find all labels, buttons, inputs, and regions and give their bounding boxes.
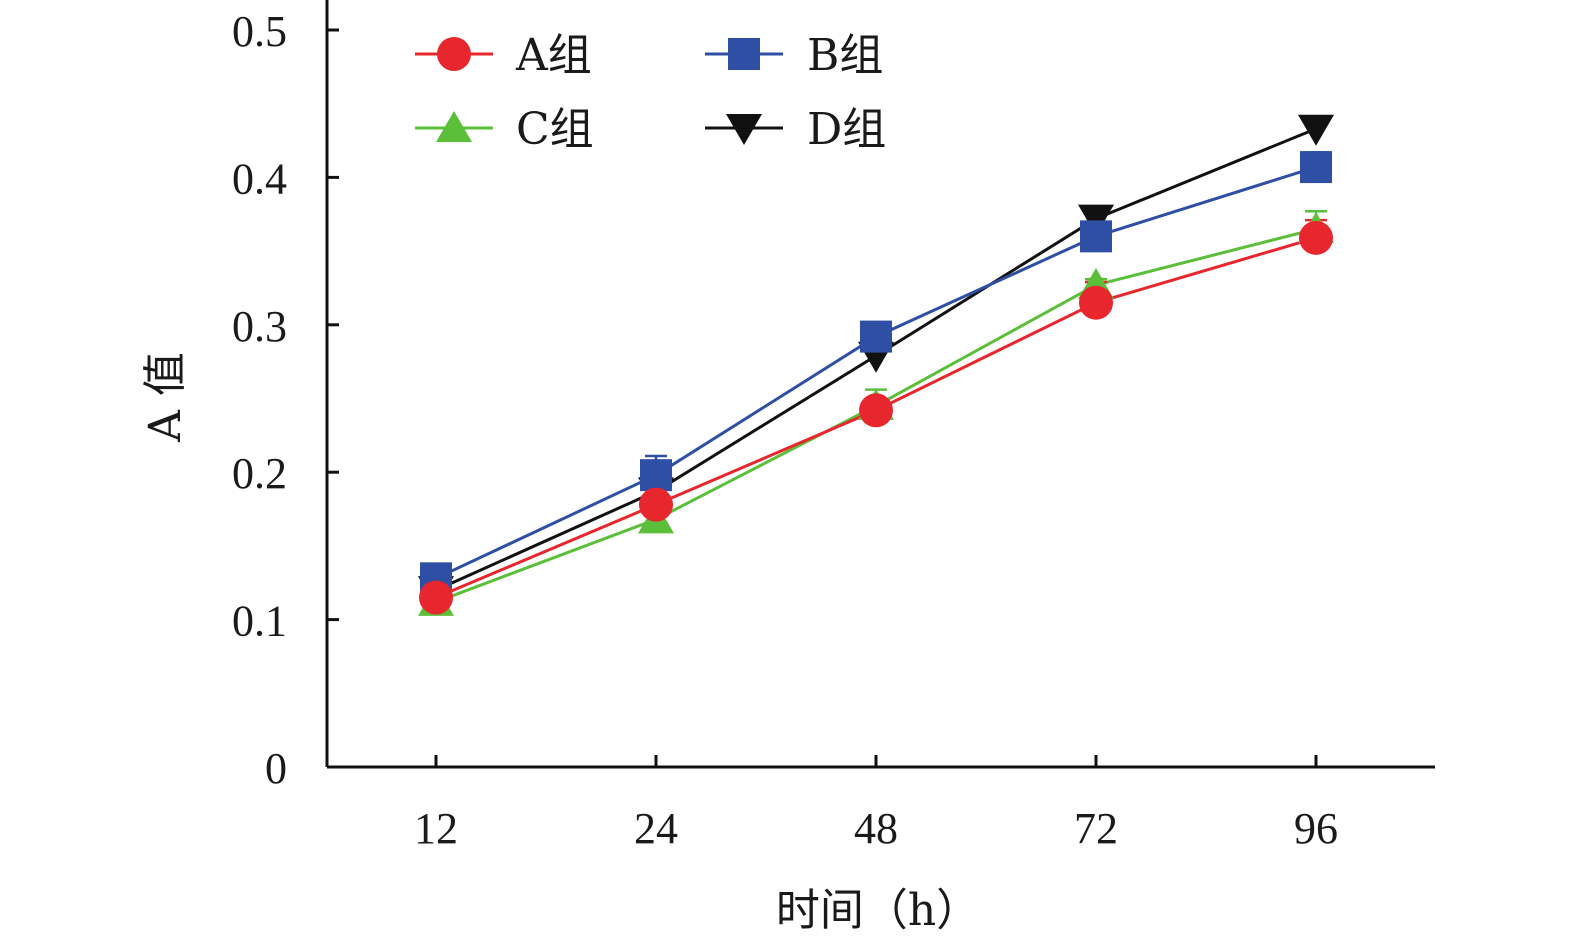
legend-marker: [726, 114, 762, 145]
legend-label: C组: [516, 104, 594, 155]
data-point: [860, 320, 892, 353]
x-tick-label: 72: [1074, 804, 1118, 853]
y-tick-label: 0: [265, 744, 287, 793]
legend-marker: [436, 111, 472, 142]
legend-label: B组: [807, 30, 883, 81]
data-point: [1298, 114, 1334, 146]
legend-item-3: D组: [705, 104, 886, 155]
legend-label: D组: [807, 104, 886, 155]
data-point: [1299, 220, 1333, 255]
y-tick-label: 0.2: [232, 449, 287, 498]
y-axis-title: A 值: [140, 352, 191, 443]
legend-marker: [728, 38, 760, 70]
series-markers-0: [419, 220, 1333, 615]
x-tick-label: 12: [414, 804, 458, 853]
legend-item-2: C组: [415, 104, 594, 155]
y-tick-label: 0.5: [232, 7, 287, 56]
x-tick-label: 24: [634, 804, 678, 853]
y-tick-label: 0.1: [232, 597, 287, 646]
data-point: [1078, 204, 1114, 236]
legend-label: A组: [515, 30, 592, 81]
legend: A组 B组 C组 D组: [415, 30, 886, 155]
x-tick-label: 48: [854, 804, 898, 853]
legend-marker: [437, 37, 471, 71]
data-point: [859, 393, 893, 428]
y-tick-label: 0.4: [232, 154, 287, 203]
legend-item-0: A组: [415, 30, 592, 81]
legend-item-1: B组: [705, 30, 883, 81]
data-point: [1079, 285, 1113, 320]
series-layer: [418, 114, 1334, 616]
axes: 0 0.1 0.2 0.3 0.4 0.5 12 24 48 72 96: [232, 0, 1435, 853]
data-point: [1300, 151, 1332, 184]
x-axis-title: 时间（h）: [776, 885, 980, 936]
y-tick-label: 0.3: [232, 302, 287, 351]
x-tick-label: 96: [1294, 804, 1338, 853]
data-point: [640, 459, 672, 492]
series-markers-3: [418, 114, 1334, 608]
data-point: [639, 487, 673, 522]
data-point: [419, 580, 453, 615]
data-point: [1080, 220, 1112, 253]
